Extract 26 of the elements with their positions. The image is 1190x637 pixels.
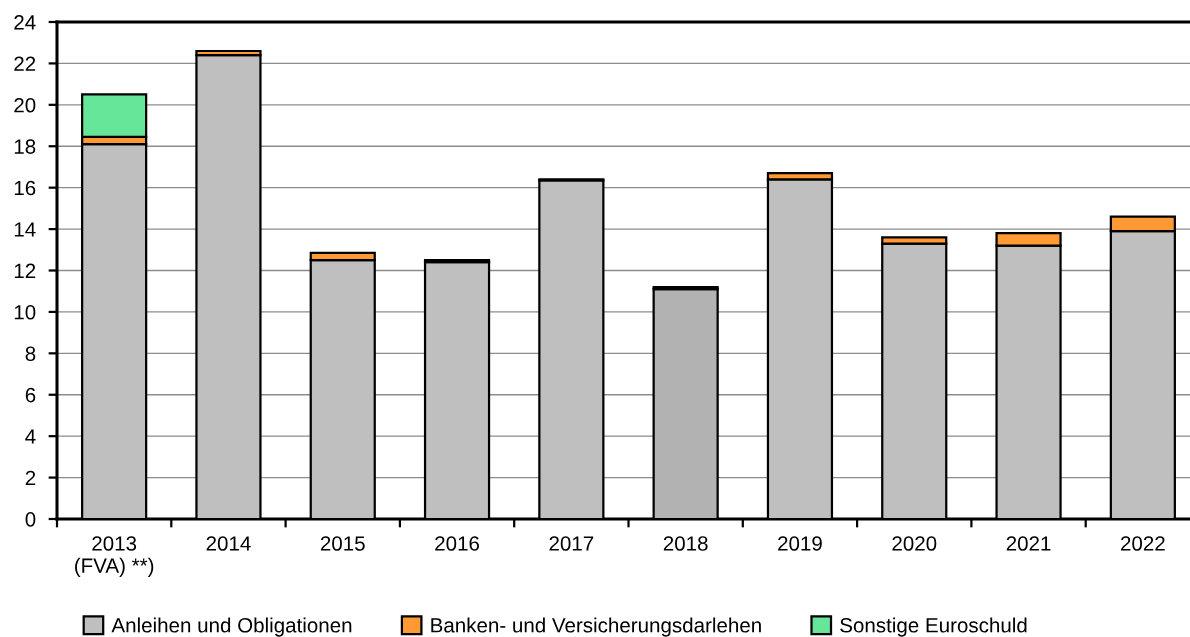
x-tick-label: 2017 bbox=[549, 536, 594, 551]
y-tick-label: 24 bbox=[14, 15, 36, 30]
x-tick-label: 2014 bbox=[206, 536, 251, 551]
x-tick-label: 2019 bbox=[778, 536, 822, 551]
y-tick-label: 10 bbox=[14, 305, 36, 320]
y-tick-label: 4 bbox=[25, 429, 36, 444]
x-tick-label: 2021 bbox=[1006, 536, 1051, 551]
y-tick-label: 0 bbox=[25, 512, 36, 527]
y-tick-label: 18 bbox=[14, 139, 36, 154]
y-tick-label: 20 bbox=[14, 97, 36, 113]
x-tick-label: 2018 bbox=[663, 536, 708, 551]
x-tick-label: 2015 bbox=[320, 536, 365, 551]
x-tick-label: 2022 bbox=[1121, 536, 1165, 551]
x-tick-label: 2013 (FVA) **) bbox=[75, 536, 154, 577]
y-tick-label: 14 bbox=[14, 222, 36, 237]
legend-label: Banken- und Versicherungsdarlehen bbox=[431, 617, 761, 637]
x-tick-label: 2020 bbox=[892, 536, 937, 551]
y-tick-label: 22 bbox=[14, 56, 36, 71]
y-tick-label: 6 bbox=[25, 387, 36, 403]
legend-label: Sonstige Euroschuld bbox=[840, 617, 1027, 637]
y-tick-label: 8 bbox=[25, 346, 36, 361]
legend-label: Anleihen und Obligationen bbox=[111, 617, 352, 637]
y-tick-label: 12 bbox=[14, 263, 36, 278]
y-tick-label: 2 bbox=[25, 470, 36, 486]
x-tick-label: 2016 bbox=[435, 536, 480, 551]
y-tick-label: 16 bbox=[14, 180, 36, 196]
